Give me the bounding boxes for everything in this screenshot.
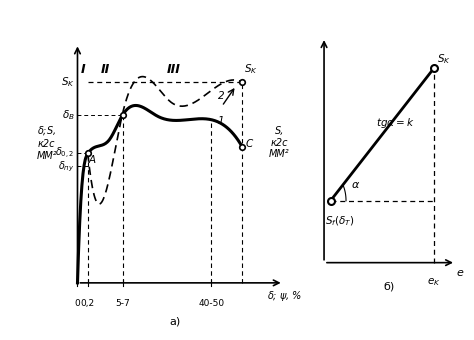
Text: $S_f(\delta_T)$: $S_f(\delta_T)$	[325, 214, 355, 228]
Text: $\delta$; $\psi$, %: $\delta$; $\psi$, %	[267, 289, 302, 303]
Text: 5-7: 5-7	[116, 299, 130, 308]
Text: б): б)	[383, 281, 394, 291]
Text: A: A	[89, 155, 96, 165]
Text: $S_K$: $S_K$	[437, 52, 450, 66]
Text: $\delta_{0,2}$: $\delta_{0,2}$	[55, 146, 74, 161]
Text: $S_K$: $S_K$	[61, 75, 74, 89]
Text: $\alpha$: $\alpha$	[351, 180, 360, 189]
Text: $\delta_{пу}$: $\delta_{пу}$	[58, 159, 74, 174]
Text: C: C	[246, 139, 253, 149]
Text: 0: 0	[74, 299, 81, 308]
Text: S,
к2с
ММ²: S, к2с ММ²	[269, 126, 290, 159]
Text: II: II	[100, 63, 110, 75]
Text: 1: 1	[218, 116, 224, 125]
Text: I: I	[80, 63, 85, 75]
Text: 40-50: 40-50	[199, 299, 225, 308]
Text: $e_K$: $e_K$	[427, 276, 441, 288]
Text: $e$: $e$	[456, 268, 464, 278]
Text: 0,2: 0,2	[81, 299, 95, 308]
Text: $tg\alpha = k$: $tg\alpha = k$	[376, 116, 414, 130]
Text: 2: 2	[218, 91, 224, 101]
Text: а): а)	[170, 317, 181, 327]
Text: III: III	[166, 63, 180, 75]
Text: $\delta_B$: $\delta_B$	[62, 108, 74, 122]
Text: $S_K$: $S_K$	[245, 62, 258, 76]
Text: $\delta$;S,
к2с
ММ²: $\delta$;S, к2с ММ²	[36, 124, 57, 160]
